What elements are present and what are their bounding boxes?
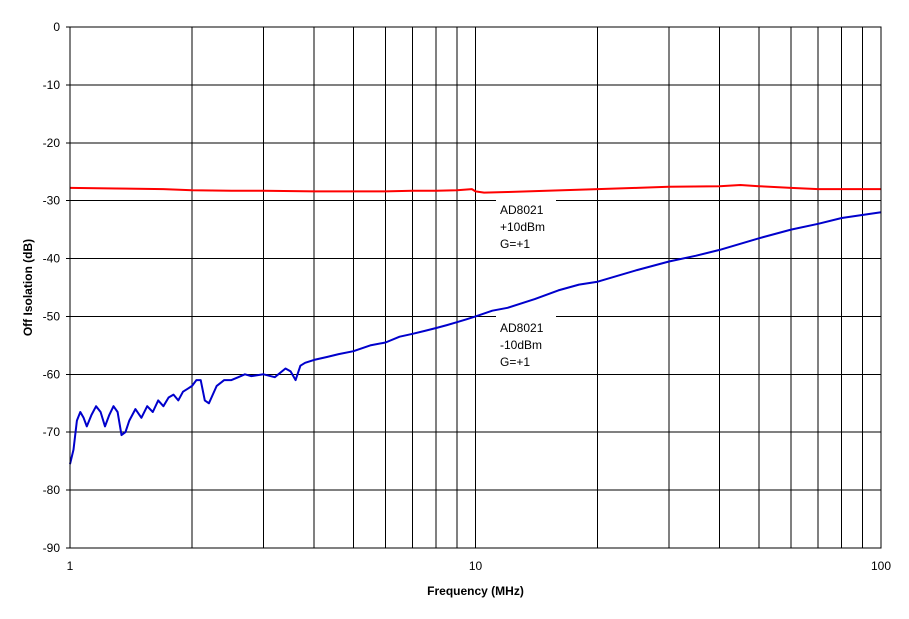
y-tick-label: -90	[43, 541, 61, 555]
x-axis-title: Frequency (MHz)	[427, 584, 524, 598]
annotation-blue-line-1: AD8021	[500, 321, 544, 335]
series-layer	[69, 184, 882, 465]
x-tick-label: 100	[871, 559, 891, 573]
series-line-1	[69, 184, 881, 194]
y-tick-label: -70	[43, 425, 61, 439]
x-tick-label: 10	[469, 559, 483, 573]
y-tick-label: -10	[43, 78, 61, 92]
annotation-red-line-3: G=+1	[500, 237, 530, 251]
plot-border	[69, 26, 882, 549]
annotation-red-line-2: +10dBm	[500, 220, 545, 234]
annotation-blue-line-2: -10dBm	[500, 338, 542, 352]
y-tick-label: -60	[43, 367, 61, 381]
y-tick-label: -80	[43, 483, 61, 497]
annotation-red-line-1: AD8021	[500, 203, 544, 217]
y-axis-title: Off Isolation (dB)	[21, 239, 35, 336]
y-tick-label: -30	[43, 194, 61, 208]
annotation-red-background	[496, 197, 556, 252]
annotation-blue-background	[496, 316, 556, 371]
y-tick-label: -40	[43, 252, 61, 266]
annotation-red: AD8021 +10dBm G=+1	[496, 197, 556, 252]
y-tick-label: -50	[43, 309, 61, 323]
y-tick-label: 0	[53, 20, 60, 34]
annotation-blue-line-3: G=+1	[500, 355, 530, 369]
series-line-2	[69, 211, 882, 465]
grid-lines	[69, 26, 882, 549]
y-tick-labels: 0 -10 -20 -30 -40 -50 -60 -70 -80 -90	[43, 20, 70, 555]
x-tick-label: 1	[67, 559, 74, 573]
y-tick-label: -20	[43, 136, 61, 150]
annotation-blue: AD8021 -10dBm G=+1	[496, 316, 556, 371]
x-tick-labels: 1 10 100	[67, 559, 892, 573]
